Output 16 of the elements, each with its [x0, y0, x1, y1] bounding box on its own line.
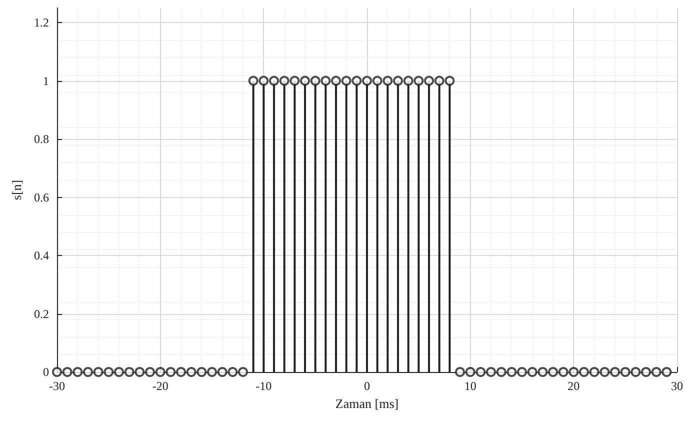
y-tick-label: 0.6	[34, 190, 49, 204]
y-tick-label: 1.2	[34, 16, 49, 30]
y-tick-label: 0.4	[34, 248, 49, 263]
x-tick-label: 10	[464, 379, 476, 393]
x-tick-label: 0	[364, 379, 370, 393]
x-tick-label: -20	[152, 379, 168, 393]
x-tick-label: 30	[671, 379, 683, 393]
x-tick-label: -10	[256, 379, 272, 393]
y-tick-label: 0	[43, 365, 49, 379]
x-tick-label: -30	[49, 379, 65, 393]
y-axis-title: s[n]	[9, 180, 24, 200]
x-axis-title: Zaman [ms]	[335, 396, 399, 411]
x-tick-label: 20	[568, 379, 580, 393]
y-tick-label: 0.8	[34, 132, 49, 146]
y-tick-label: 1	[43, 74, 49, 88]
y-tick-label: 0.2	[34, 306, 49, 321]
